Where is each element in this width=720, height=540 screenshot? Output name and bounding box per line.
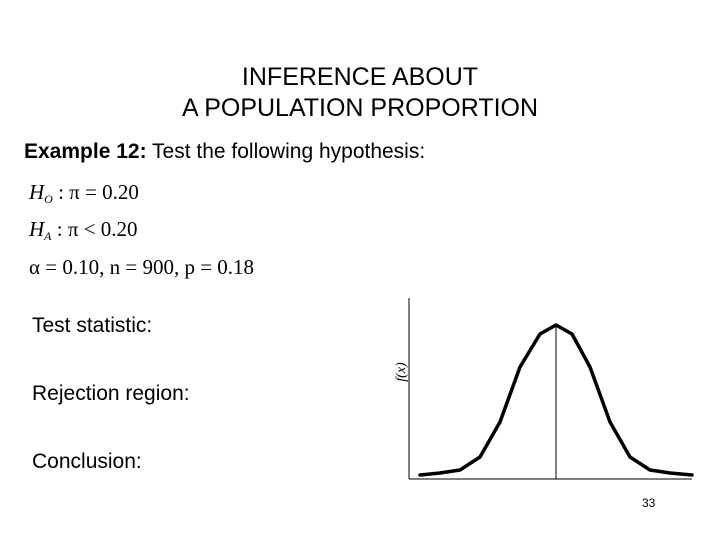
alt-hypothesis-subscript: A [44, 229, 52, 243]
slide-title: INFERENCE ABOUT A POPULATION PROPORTION [0, 62, 720, 124]
conclusion-label: Conclusion: [32, 450, 142, 473]
example-label: Example 12: [24, 140, 147, 163]
test-statistic-label: Test statistic: [32, 314, 153, 337]
null-hypothesis-subscript: O [44, 192, 53, 206]
test-parameters: α = 0.10, n = 900, p = 0.18 [29, 255, 255, 279]
null-hypothesis: HO : π = 0.20 [29, 179, 139, 212]
example-heading: Example 12: Test the following hypothesi… [24, 139, 425, 165]
page-number: 33 [642, 496, 656, 510]
alt-hypothesis-statement: : π < 0.20 [51, 217, 138, 241]
example-text: Test the following hypothesis: [146, 140, 426, 163]
null-hypothesis-statement: : π = 0.20 [52, 180, 139, 204]
y-axis-label: f(x) [394, 362, 409, 382]
normal-curve-figure: f(x) [394, 298, 694, 480]
title-line-1: INFERENCE ABOUT [241, 63, 479, 91]
title-line-2: A POPULATION PROPORTION [181, 94, 539, 122]
alternative-hypothesis: HA : π < 0.20 [29, 216, 138, 249]
alt-hypothesis-symbol: H [29, 217, 45, 241]
null-hypothesis-symbol: H [29, 180, 45, 204]
rejection-region-label: Rejection region: [32, 382, 190, 405]
